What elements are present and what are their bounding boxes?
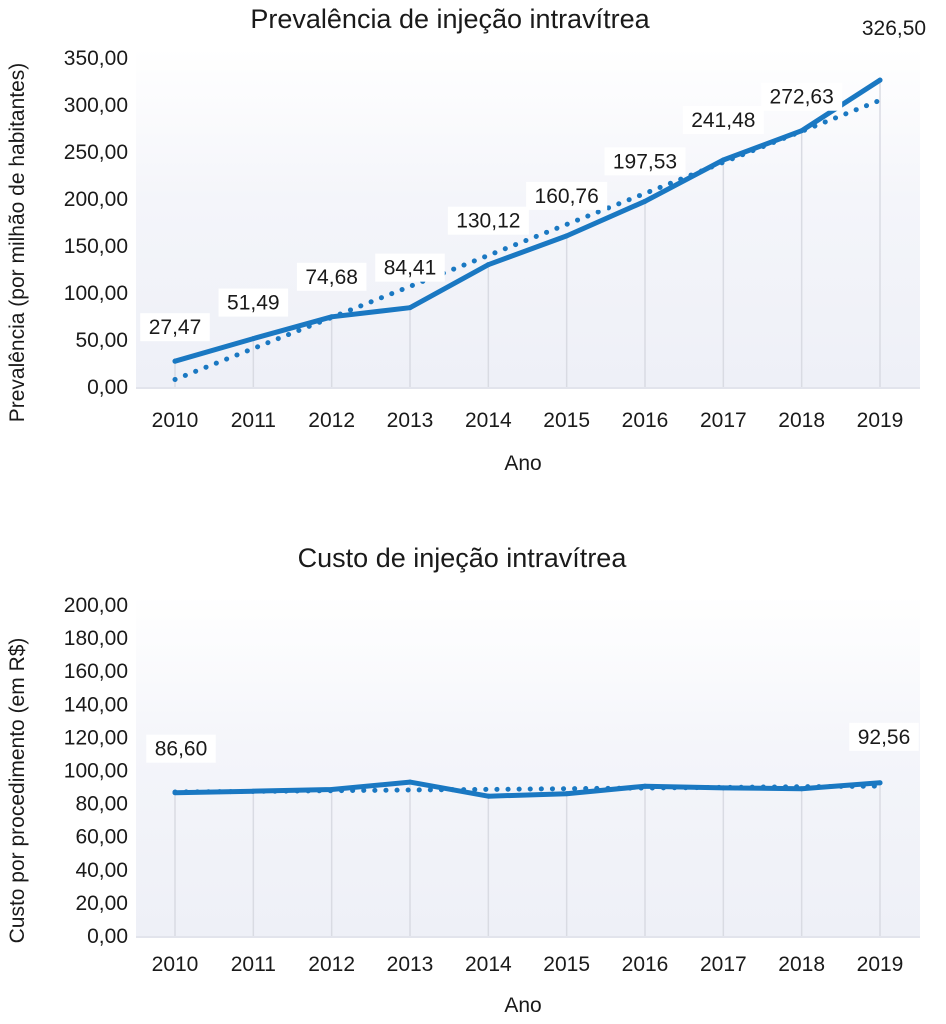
data-label: 160,76 [535,185,599,208]
data-label: 272,63 [770,86,834,109]
data-label-box [146,734,216,763]
y-tick-label: 250,00 [64,141,128,164]
chart-title: Prevalência de injeção intravítrea [250,4,650,34]
data-label-box [296,262,367,291]
x-tick-label: 2010 [152,953,199,976]
x-tick-label: 2017 [700,953,747,976]
y-tick-label: 80,00 [75,793,128,816]
x-tick-label: 2012 [308,953,355,976]
plot-area [136,595,920,936]
y-tick-label: 160,00 [64,660,128,683]
data-label-box [761,82,843,111]
data-label: 92,56 [858,726,911,749]
x-tick-label: 2019 [857,953,904,976]
data-label-box [218,288,289,317]
x-tick-label: 2016 [622,409,669,432]
chart-title: Custo de injeção intravítrea [298,543,628,573]
x-tick-label: 2014 [465,409,512,432]
y-tick-label: 120,00 [64,726,128,749]
data-label-box [849,722,919,751]
data-label-box [140,313,210,342]
data-label: 74,68 [305,266,358,289]
y-tick-label: 0,00 [87,376,128,399]
y-tick-label: 350,00 [64,47,128,70]
data-label-box [853,14,935,43]
y-tick-label: 50,00 [75,329,128,352]
data-label-box [447,206,529,235]
data-label: 130,12 [456,210,520,233]
data-point [407,305,413,311]
trendline-dotted [172,783,883,795]
x-tick-label: 2013 [387,409,434,432]
x-tick-label: 2011 [231,409,276,432]
x-tick-label: 2012 [308,409,355,432]
y-axis-label: Custo por procedimento (em R$) [6,638,29,944]
x-axis-label: Ano [504,994,541,1017]
data-label: 27,47 [149,316,202,339]
data-point [720,785,726,791]
x-tick-label: 2014 [465,953,512,976]
data-label: 84,41 [384,257,437,280]
data-point [564,791,570,797]
data-point [877,77,883,83]
y-tick-label: 140,00 [64,693,128,716]
data-label-box [604,147,686,176]
x-tick-label: 2018 [778,953,825,976]
y-tick-label: 180,00 [64,627,128,650]
data-label-box [526,181,608,210]
x-tick-label: 2017 [700,409,747,432]
y-tick-label: 0,00 [87,925,128,948]
x-tick-label: 2011 [231,953,276,976]
x-axis-label: Ano [504,452,541,475]
data-point [485,262,491,268]
x-tick-label: 2018 [778,409,825,432]
y-axis-label: Prevalência (por milhão de habitantes) [6,63,29,423]
x-tick-label: 2019 [857,409,904,432]
data-label: 241,48 [691,109,755,132]
y-tick-label: 100,00 [64,282,128,305]
data-label: 51,49 [227,292,280,315]
data-point [407,779,413,785]
chart-1: Prevalência de injeção intravítrea 0,00 50… [6,4,935,475]
y-tick-label: 100,00 [64,760,128,783]
data-point [642,783,648,789]
data-label: 197,53 [613,150,677,173]
data-label-box [375,253,445,282]
data-point [564,233,570,239]
data-point [799,786,805,792]
x-tick-label: 2015 [543,953,590,976]
x-tick-label: 2015 [543,409,590,432]
data-point [877,780,883,786]
y-tick-label: 40,00 [75,859,128,882]
data-point [172,358,178,364]
data-label: 86,60 [155,738,208,761]
data-point [642,198,648,204]
data-label: 326,50 [862,17,926,40]
chart-2: Custo de injeção intravítrea 0,00 20,00 40,… [6,543,920,1017]
x-tick-label: 2013 [387,953,434,976]
y-tick-label: 150,00 [64,235,128,258]
trendline-dotted [172,97,883,382]
data-point [485,793,491,799]
y-tick-label: 200,00 [64,188,128,211]
x-tick-label: 2016 [622,953,669,976]
data-label-box [682,106,764,135]
y-tick-label: 60,00 [75,826,128,849]
y-tick-label: 300,00 [64,94,128,117]
data-point [250,336,256,342]
x-tick-label: 2010 [152,409,199,432]
y-tick-label: 20,00 [75,892,128,915]
y-tick-label: 200,00 [64,594,128,617]
